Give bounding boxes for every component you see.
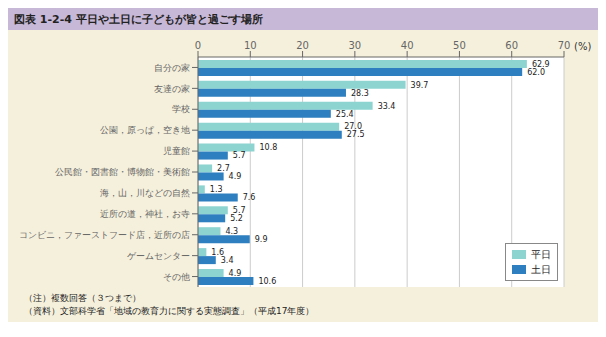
html-text:（注）複数回答（３つまで）: （注）複数回答（３つまで） <box>24 293 141 303</box>
svg-text:5.7: 5.7 <box>233 151 246 160</box>
svg-text:5.7: 5.7 <box>232 206 246 216</box>
svg-text:62.9: 62.9 <box>531 59 550 69</box>
html-text:土日: 土日 <box>531 264 551 275</box>
svg-text:10.8: 10.8 <box>259 143 277 152</box>
svg-text:27.0: 27.0 <box>344 122 362 132</box>
svg-text:20: 20 <box>296 40 309 51</box>
svg-text:10.6: 10.6 <box>258 277 276 286</box>
svg-text:1.6: 1.6 <box>211 247 225 257</box>
svg-text:友達の家: 友達の家 <box>154 84 190 94</box>
svg-text:海，山，川などの自然: 海，山，川などの自然 <box>100 188 190 198</box>
svg-text:児童館: 児童館 <box>163 146 190 156</box>
svg-text:近所の道，神社，お寺: 近所の道，神社，お寺 <box>100 209 190 219</box>
svg-text:2.7: 2.7 <box>217 164 230 174</box>
html-text:平日: 平日 <box>531 249 551 260</box>
svg-text:62.0: 62.0 <box>527 68 545 77</box>
svg-text:(%): (%) <box>574 41 591 52</box>
svg-text:50: 50 <box>453 40 466 51</box>
svg-text:学校: 学校 <box>172 104 190 114</box>
svg-text:0: 0 <box>195 40 201 51</box>
svg-text:4.3: 4.3 <box>225 227 238 236</box>
svg-text:公民館・図書館・博物館・美術館: 公民館・図書館・博物館・美術館 <box>55 167 190 177</box>
svg-text:その他: その他 <box>163 272 190 282</box>
html-text:図表 1-2-4 平日や土日に子どもが皆と過ごす場所: 図表 1-2-4 平日や土日に子どもが皆と過ごす場所 <box>14 12 263 26</box>
svg-text:5.2: 5.2 <box>230 214 243 223</box>
svg-text:1.3: 1.3 <box>210 185 223 194</box>
svg-text:9.9: 9.9 <box>255 235 268 244</box>
svg-text:60: 60 <box>505 40 518 51</box>
svg-text:30: 30 <box>348 40 361 51</box>
svg-text:40: 40 <box>401 40 414 51</box>
svg-text:28.3: 28.3 <box>351 89 369 98</box>
svg-text:3.4: 3.4 <box>221 256 234 265</box>
html-text:（資料）文部科学省「地域の教育力に関する実態調査」（平成17: （資料）文部科学省「地域の教育力に関する実態調査」（平成17年度） <box>24 306 315 316</box>
svg-text:27.5: 27.5 <box>347 130 365 139</box>
svg-text:ゲームセンター: ゲームセンター <box>127 251 190 261</box>
svg-text:33.4: 33.4 <box>378 102 396 111</box>
svg-text:公園，原っぱ，空き地: 公園，原っぱ，空き地 <box>100 125 190 135</box>
svg-text:7.6: 7.6 <box>243 193 256 202</box>
svg-text:70: 70 <box>558 40 571 51</box>
svg-text:4.9: 4.9 <box>229 269 242 278</box>
svg-text:4.9: 4.9 <box>229 172 242 181</box>
svg-text:39.7: 39.7 <box>411 81 429 90</box>
svg-text:10: 10 <box>244 40 257 51</box>
svg-text:コンビニ，ファーストフード店，近所の店: コンビニ，ファーストフード店，近所の店 <box>19 230 190 240</box>
svg-text:25.4: 25.4 <box>336 110 354 119</box>
svg-text:自分の家: 自分の家 <box>154 63 190 73</box>
